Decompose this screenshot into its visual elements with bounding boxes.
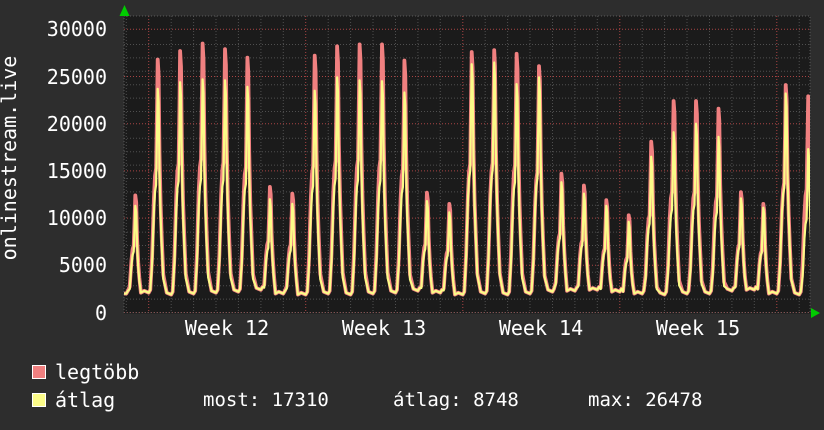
x-axis-arrow-icon — [811, 308, 820, 318]
y-axis-arrow-icon — [119, 5, 130, 16]
stat-max-label: max: — [588, 389, 634, 411]
stat-max: max: 26478 — [588, 389, 702, 412]
week-label: Week 12 — [184, 316, 270, 340]
stat-most: most: 17310 — [203, 389, 329, 412]
stat-most-label: most: — [203, 389, 261, 411]
legtobb-legend-label: legtöbb — [55, 360, 140, 384]
y-tick-label: 5000 — [58, 253, 107, 277]
stat-atlag-label: átlag: — [393, 389, 462, 411]
y-tick-label: 30000 — [46, 17, 107, 41]
week-label: Week 14 — [498, 316, 584, 340]
stat-most-value: 17310 — [271, 389, 329, 411]
y-tick-label: 10000 — [46, 206, 107, 230]
stat-atlag-value: 8748 — [473, 389, 519, 411]
y-tick-label: 0 — [94, 301, 107, 325]
week-label: Week 13 — [341, 316, 427, 340]
week-label: Week 15 — [655, 316, 741, 340]
stat-atlag: átlag: 8748 — [393, 389, 519, 412]
stat-max-value: 26478 — [645, 389, 703, 411]
atlag-legend-label: átlag — [55, 388, 116, 412]
y-tick-label: 25000 — [46, 65, 107, 89]
y-tick-label: 20000 — [46, 112, 107, 136]
atlag-swatch — [32, 393, 46, 407]
legtobb-swatch — [32, 365, 46, 379]
y-tick-label: 15000 — [46, 159, 107, 183]
atlag-series-line — [124, 61, 810, 296]
